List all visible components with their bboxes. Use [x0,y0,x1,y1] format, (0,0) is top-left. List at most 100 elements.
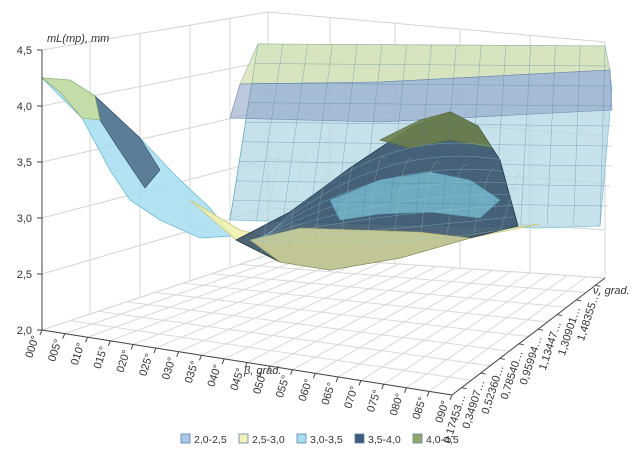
floor-grid-line-y [98,310,491,367]
y-tick-mark [537,328,544,331]
legend-swatch [412,433,423,444]
surface-front-hump-yellow [249,227,471,271]
legend-label: 2,0-2,5 [194,434,227,446]
x-tick-mark [267,365,271,372]
surface-left-ridge-top [41,77,101,121]
x-tick-label: 075° [365,388,383,413]
y-tick-mark [576,299,582,302]
x-tick-mark [153,347,157,354]
mesh-line-v [441,45,457,224]
x-tick-mark [403,387,407,393]
legend-label: 3,0-3,5 [310,434,343,446]
y-axis-title: ν, grad. [593,285,630,297]
x-tick-label: 000° [23,334,41,359]
x-tick-label: 070° [342,385,360,410]
mesh-line-h [242,141,612,147]
z-tick-label: 4,5 [17,45,32,57]
floor-grid-line-y [239,263,586,294]
x-tick-mark [290,369,294,375]
x-tick-label: 060° [297,378,315,403]
z-axis: 2,0 2,5 3,0 3,5 4,0 4,5 [17,45,43,337]
mesh-line-curve [257,193,512,239]
y-tick-mark [461,387,467,390]
y-axis-line [451,277,606,396]
x-tick-mark [130,344,134,350]
x-tick-mark [85,337,89,343]
y-tick-mark [557,314,563,317]
mesh-line-curve [259,181,511,238]
mesh-line-curve-cross [419,161,441,243]
x-tick-mark [62,333,66,339]
mesh-line-curve-cross [446,165,467,239]
mesh-line-curve-cross [499,169,521,233]
mesh-line-h [233,200,609,207]
mesh-line-v [361,44,383,223]
x-tick-label: 035° [183,359,201,384]
mesh-line-curve [252,216,514,240]
mesh-line-h [251,82,610,87]
mesh-line-v [520,45,531,225]
z-axis-title: mL(mp), mm [47,33,109,45]
z-tick-label: 3,0 [17,213,32,225]
mesh-line-curve-cross [473,167,494,236]
legend-swatch [296,433,307,444]
mesh-line-curve-cross [339,155,361,253]
x-tick-mark [358,380,362,386]
x-axis-title: β, grad. [243,365,281,377]
x-tick-mark [221,358,225,365]
mesh-line-curve-cross [286,152,307,259]
x-tick-mark [176,351,180,357]
mesh-line-h [239,161,612,167]
y-tick-mark [480,372,486,375]
x-tick-label: 080° [388,392,406,417]
x-tick-label: 030° [160,356,178,381]
x-tick-label: 085° [411,396,429,421]
mesh-line-v [229,43,259,221]
surface-back-mid-band [229,69,613,123]
x-tick-label: 040° [206,363,224,388]
floor-grid-line-y [183,282,548,323]
mesh-line-v [599,45,606,227]
mesh-line-curve [264,155,508,237]
legend-label: 3,5-4,0 [368,434,401,446]
z-tick-label: 4,0 [17,101,32,113]
mesh-line-v [467,45,482,224]
mesh-line-h [245,121,612,127]
z-tick-label: 3,5 [17,157,32,169]
mesh-line-v [546,45,556,226]
x-tick-mark [449,394,453,401]
x-tick-mark [381,383,385,390]
legend-swatch [354,433,365,444]
mesh-line-h [248,102,611,107]
mesh-line-curve-cross [313,154,334,256]
x-tick-mark [39,329,43,336]
legend: 2,0-2,5 2,5-3,0 3,0-3,5 3,5-4,0 4,0-4,5 [180,433,459,446]
mesh-line-v [573,45,581,226]
x-tick-label: 005° [46,338,64,363]
mesh-line-h [236,180,611,187]
floor-grid [41,254,606,396]
legend-label: 4,0-4,5 [426,434,459,446]
x-tick-label: 020° [115,349,133,374]
mesh-line-v [414,44,432,224]
mesh-line-curve [249,227,516,244]
legend-swatch [180,433,191,444]
x-tick-mark [426,391,430,397]
surface-mesh [40,43,613,271]
floor-grid-line-y [70,320,472,381]
x-tick-mark [198,355,202,361]
floor-grid-line-y [154,292,529,337]
legend-label: 2,5-3,0 [252,434,285,446]
x-tick-label: 010° [69,341,87,366]
x-tick-label: 055° [274,374,292,399]
mesh-line-curve-cross [366,156,387,249]
mesh-line-v [282,44,308,221]
surface-mesh-lines [229,43,612,263]
x-tick-label: 015° [92,345,110,370]
mesh-line-v [256,44,284,221]
floor-grid-line-y [126,301,510,352]
x-tick-mark [244,362,248,368]
z-tick-label: 2,0 [17,325,32,337]
mesh-line-v [335,44,358,222]
x-tick-label: 065° [320,381,338,406]
